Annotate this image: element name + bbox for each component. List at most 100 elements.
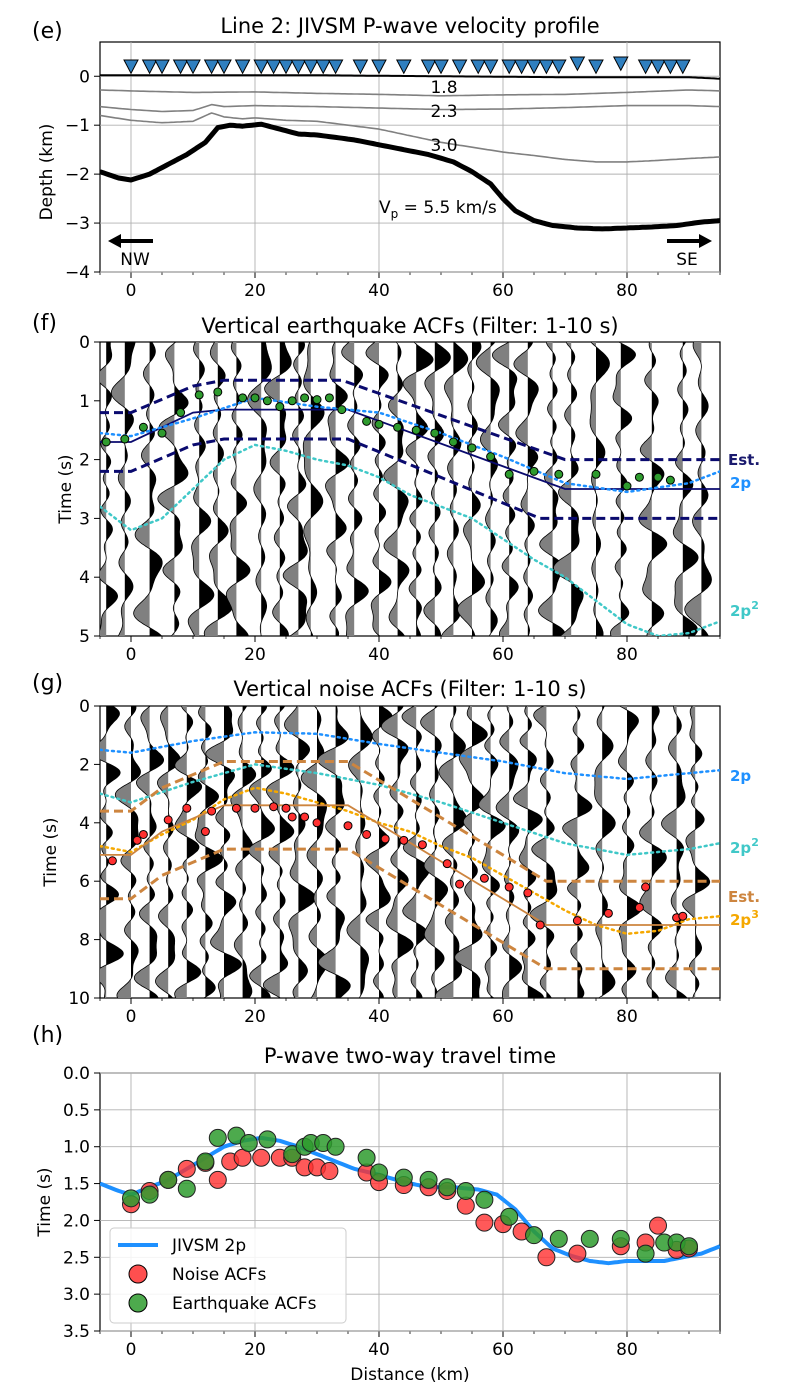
h-earthquake-point: [177, 1179, 196, 1198]
f-trace-outline: [282, 342, 308, 636]
station-marker: [216, 59, 232, 75]
g-trace-positive-fill: [131, 706, 141, 998]
g-trace: [262, 706, 295, 998]
h-noise-point: [177, 1159, 196, 1178]
g-xtick-label: 40: [368, 1007, 390, 1027]
g-pick-point: [504, 882, 514, 892]
f-lines-group: [100, 378, 720, 636]
g-pick-point: [603, 908, 613, 918]
g-trace: [380, 706, 414, 998]
station-marker: [203, 59, 220, 75]
g-trace-negative-fill: [284, 706, 299, 998]
f-pick-point: [393, 422, 403, 432]
g-trace-negative-fill: [263, 706, 280, 998]
station-marker: [278, 59, 294, 75]
f-pick-point: [194, 390, 204, 400]
h-earthquake-point: [580, 1229, 599, 1248]
h-ytick-label: 2.5: [63, 1248, 90, 1268]
panel-h-xlabel: Distance (km): [350, 1365, 469, 1385]
e-xtick-label: 80: [616, 281, 638, 301]
g-trace-negative-fill: [155, 706, 169, 998]
f-traces-group: [100, 342, 712, 636]
legend: JIVSM 2p Noise ACFs Earthquake ACFs: [109, 1227, 347, 1324]
g-trace-negative-fill: [594, 706, 603, 998]
f-pick-point: [157, 428, 167, 438]
panel-e-title: Line 2: JIVSM P-wave velocity profile: [220, 14, 599, 38]
f-pick-point: [622, 481, 632, 491]
legend-label-earthquake: Earthquake ACFs: [172, 1294, 317, 1314]
h-earthquake-point: [549, 1229, 568, 1248]
f-trace-negative-fill: [638, 342, 652, 636]
e-line-surface: [100, 74, 720, 80]
station-marker: [662, 59, 679, 75]
g-lines-group: [100, 731, 720, 971]
station-marker: [185, 59, 201, 75]
f-trace-negative-fill: [247, 342, 262, 636]
station-marker: [550, 59, 567, 75]
f-xtick-label: 80: [616, 645, 638, 665]
f-pick-point: [324, 393, 334, 403]
g-trace-negative-fill: [174, 706, 187, 998]
panel-g-letter: (g): [32, 671, 63, 696]
se-label: SE: [676, 250, 698, 270]
g-trace-negative-fill: [346, 706, 361, 998]
f-trace-outline: [441, 342, 469, 636]
h-earthquake-point: [196, 1152, 215, 1171]
f-trace-positive-fill: [472, 342, 485, 636]
h-xtick-label: 20: [244, 1340, 266, 1360]
station-marker: [588, 59, 604, 75]
f-line-2p-2: [100, 443, 720, 636]
g-pick-point: [641, 882, 651, 892]
g-trace-outline: [133, 706, 164, 998]
g-pick-point: [417, 840, 427, 850]
f-pick-point: [486, 452, 496, 462]
nw-label: NW: [120, 250, 150, 270]
g-trace-negative-fill: [115, 706, 131, 998]
vp-label: Vp = 5.5 km/s: [379, 198, 497, 221]
f-trace-negative-fill: [673, 342, 683, 636]
f-pick-point: [101, 437, 111, 447]
g-trace: [562, 706, 593, 998]
panel-g: (g) Vertical noise ACFs (Filter: 1-10 s)…: [32, 671, 760, 1027]
f-trace-positive-fill: [397, 342, 409, 636]
h-ytick-label: 1.0: [63, 1138, 90, 1158]
station-marker: [420, 59, 437, 75]
g-trace-negative-fill: [402, 706, 417, 998]
panel-e: (e) Line 2: JIVSM P-wave velocity profil…: [32, 14, 721, 301]
e-ytick-label: 0: [79, 67, 90, 87]
h-earthquake-point: [370, 1163, 388, 1182]
g-trace-negative-fill: [420, 706, 435, 998]
f-label-2p2: 2p2: [730, 599, 759, 620]
g-trace-outline: [100, 706, 124, 998]
f-trace-negative-fill: [441, 342, 454, 636]
f-trace-positive-fill: [174, 342, 189, 636]
f-ytick-label: 1: [79, 392, 90, 412]
f-trace-outline: [264, 342, 292, 636]
h-earthquake-point: [475, 1190, 494, 1209]
h-noise-point: [537, 1248, 556, 1267]
g-pick-point: [182, 803, 192, 813]
g-ytick-label: 8: [79, 931, 90, 951]
station-marker: [637, 59, 654, 75]
panel-g-title: Vertical noise ACFs (Filter: 1-10 s): [233, 677, 586, 701]
g-trace-negative-fill: [435, 706, 454, 998]
g-traces-group: [100, 706, 711, 998]
g-trace: [133, 706, 164, 998]
f-trace-negative-fill: [553, 342, 572, 636]
f-pick-point: [176, 408, 186, 418]
g-trace-outline: [478, 706, 506, 998]
f-xtick-label: 20: [244, 645, 266, 665]
g-trace: [248, 706, 275, 998]
g-trace-positive-fill: [317, 706, 328, 998]
f-pick-point: [591, 469, 601, 479]
e-ytick-label: −4: [65, 263, 90, 283]
h-noise-point: [252, 1148, 271, 1167]
f-pick-point: [411, 425, 421, 435]
g-xtick-label: 60: [492, 1007, 514, 1027]
g-xtick-label: 20: [244, 1007, 266, 1027]
f-trace-outline: [225, 342, 251, 636]
g-pick-point: [523, 888, 533, 898]
f-trace-negative-fill: [264, 342, 280, 636]
g-xtick-label: 0: [126, 1007, 137, 1027]
e-line-5.5: [100, 121, 720, 232]
